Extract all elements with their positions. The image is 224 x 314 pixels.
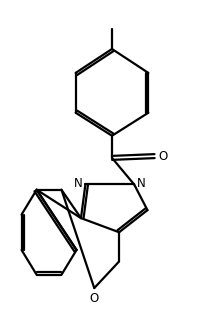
Text: O: O: [90, 292, 99, 306]
Text: O: O: [158, 149, 167, 163]
Text: N: N: [137, 177, 145, 190]
Text: N: N: [74, 177, 83, 190]
